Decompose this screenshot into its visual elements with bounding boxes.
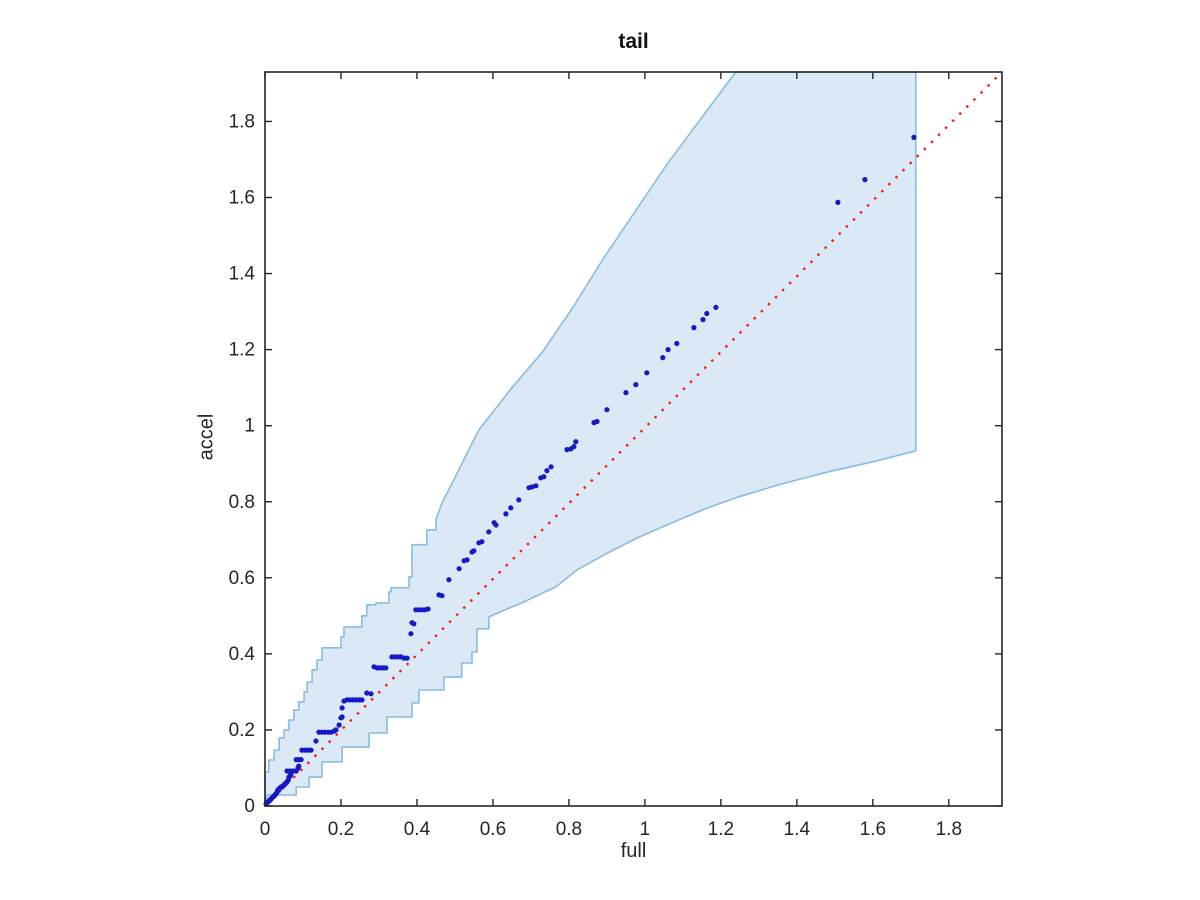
x-tick-label: 0.2 [328, 819, 354, 840]
scatter-point [713, 304, 719, 310]
scatter-point [359, 697, 365, 703]
scatter-point [533, 483, 539, 489]
y-tick-label: 1.8 [229, 111, 255, 132]
scatter-point [594, 418, 600, 425]
scatter-point [339, 714, 345, 720]
scatter-point [633, 382, 639, 388]
y-tick-label: 1.2 [229, 340, 255, 361]
x-axis-label: full [620, 840, 647, 862]
scatter-point [464, 557, 470, 563]
scatter-point [404, 655, 410, 661]
scatter-point [911, 134, 917, 140]
scatter-point [411, 621, 417, 627]
scatter-point [456, 566, 462, 572]
scatter-point [296, 763, 302, 769]
y-tick-label: 0.6 [229, 568, 255, 589]
scatter-point [644, 370, 650, 376]
y-tick-label: 0.8 [229, 492, 255, 513]
scatter-point [691, 325, 697, 331]
scatter-point [503, 511, 509, 517]
scatter-point [479, 539, 485, 545]
scatter-point [660, 355, 666, 361]
scatter-point [674, 340, 680, 347]
scatter-point [336, 722, 342, 728]
scatter-point [704, 310, 710, 317]
confidence-band [264, 71, 917, 805]
x-tick-label: 1.4 [784, 819, 811, 840]
scatter-point [408, 631, 414, 637]
y-tick-label: 0.4 [229, 644, 256, 665]
scatter-point [493, 522, 499, 528]
y-tick-label: 0.2 [229, 720, 255, 741]
scatter-point [446, 577, 452, 583]
x-tick-label: 0.4 [404, 819, 431, 840]
y-axis-label-text: accel [195, 413, 218, 461]
scatter-point [548, 464, 554, 470]
scatter-point [383, 665, 389, 671]
x-tick-label: 0 [260, 819, 271, 840]
scatter-point [339, 705, 345, 711]
x-tick-label: 1.6 [860, 819, 886, 840]
x-tick-label: 0.6 [480, 819, 506, 840]
scatter-point [486, 529, 492, 535]
scatter-point [508, 505, 514, 511]
x-tick-label: 1 [640, 819, 651, 840]
scatter-point [623, 390, 629, 396]
scatter-point [571, 444, 577, 450]
scatter-point [333, 727, 339, 733]
scatter-point [425, 606, 431, 612]
scatter-point [471, 548, 477, 554]
x-tick-label: 1.8 [936, 819, 962, 840]
scatter-point [541, 474, 547, 480]
scatter-point [313, 738, 319, 744]
scatter-point [700, 317, 706, 323]
scatter-point [604, 407, 610, 413]
scatter-point [368, 691, 374, 697]
scatter-point [308, 747, 314, 753]
identity-refline [264, 71, 1003, 807]
y-tick-label: 1.6 [229, 188, 255, 209]
x-tick-label: 0.8 [556, 819, 582, 840]
scatter-point [835, 199, 841, 205]
scatter-point [516, 497, 522, 503]
scatter-point [364, 690, 370, 696]
scatter-point [573, 439, 579, 445]
x-tick-label: 1.2 [708, 819, 734, 840]
scatter-point [665, 347, 671, 353]
chart-title: tail [618, 30, 649, 53]
scatter-point [298, 757, 304, 763]
axis-box [264, 71, 1003, 807]
scatter-point [544, 468, 550, 474]
scatter-point [439, 593, 445, 599]
y-tick-label: 1.4 [229, 264, 256, 285]
y-tick-label: 1 [244, 416, 255, 437]
scatter-point [862, 177, 868, 183]
y-tick-label: 0 [244, 796, 255, 817]
